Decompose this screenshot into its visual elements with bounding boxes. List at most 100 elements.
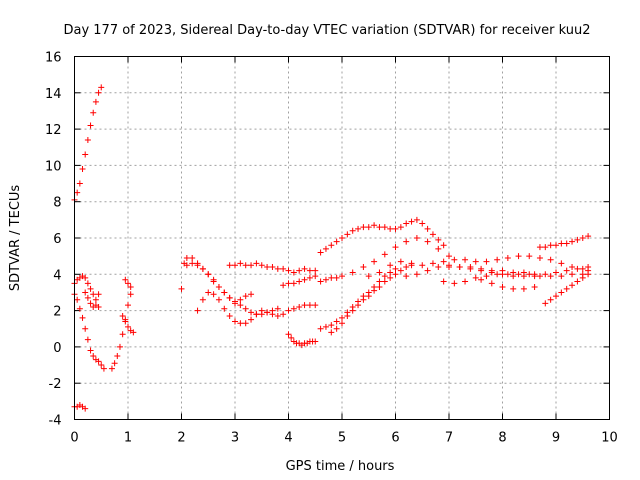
grid-lines xyxy=(74,56,610,420)
y-axis-label: SDTVAR / TECUs xyxy=(8,185,23,292)
y-tick-label: 0 xyxy=(53,341,61,356)
x-tick-label: 0 xyxy=(70,431,78,446)
series-arc-five-b xyxy=(317,235,452,285)
data-point xyxy=(371,287,378,294)
x-tick-label: 6 xyxy=(391,431,399,446)
data-point xyxy=(397,267,404,274)
data-point xyxy=(312,338,319,345)
data-point xyxy=(82,151,89,158)
data-point xyxy=(221,305,228,312)
data-point xyxy=(264,309,271,316)
data-point xyxy=(95,89,102,96)
y-tick-label: -2 xyxy=(49,377,62,392)
data-point xyxy=(467,265,474,272)
y-tick-label: 2 xyxy=(53,305,61,320)
data-point xyxy=(333,274,340,281)
data-point xyxy=(579,265,586,272)
data-point xyxy=(215,284,222,291)
data-point xyxy=(526,271,533,278)
data-point xyxy=(558,240,565,247)
data-point xyxy=(569,264,576,271)
data-point xyxy=(301,302,308,309)
data-point xyxy=(328,274,335,281)
data-point xyxy=(531,273,538,280)
data-point xyxy=(339,320,345,327)
data-point xyxy=(248,291,255,298)
series-arc-four-a xyxy=(280,273,319,289)
data-point xyxy=(349,307,356,314)
data-point xyxy=(510,285,517,292)
data-point xyxy=(558,260,565,267)
data-point xyxy=(365,224,372,231)
data-point xyxy=(446,253,452,260)
data-point xyxy=(290,280,297,287)
data-point xyxy=(569,271,576,278)
data-point xyxy=(504,271,511,278)
data-points xyxy=(71,84,592,412)
data-point xyxy=(547,296,554,303)
data-point xyxy=(542,300,549,307)
series-arc-loop-b xyxy=(82,289,102,310)
data-point xyxy=(237,260,244,267)
data-point xyxy=(328,329,335,336)
data-point xyxy=(376,284,383,291)
x-axis-label: GPS time / hours xyxy=(286,459,395,474)
data-point xyxy=(333,325,340,332)
data-point xyxy=(258,307,265,314)
data-point xyxy=(205,289,212,296)
data-point xyxy=(547,242,554,249)
data-point xyxy=(84,294,91,301)
y-tick-label: 8 xyxy=(53,196,61,211)
data-point xyxy=(547,256,554,263)
data-point xyxy=(435,264,442,271)
plot-frame xyxy=(74,56,610,420)
data-point xyxy=(317,278,324,285)
data-point xyxy=(79,166,86,173)
data-point xyxy=(248,262,255,269)
data-point xyxy=(424,267,431,274)
data-point xyxy=(419,220,426,227)
series-arc-eight-a xyxy=(446,262,538,280)
data-point xyxy=(451,256,458,263)
data-point xyxy=(215,296,222,303)
series-arc-five-d xyxy=(328,262,415,336)
data-point xyxy=(301,276,308,283)
x-tick-label: 1 xyxy=(124,431,132,446)
data-point xyxy=(483,258,490,265)
series-arc-seven xyxy=(440,271,586,287)
data-point xyxy=(392,271,399,278)
data-point xyxy=(547,273,554,280)
series-arc-nine-a xyxy=(536,233,592,251)
series-arc-five-a xyxy=(317,216,447,256)
data-point xyxy=(579,274,586,281)
data-point xyxy=(285,280,292,287)
data-point xyxy=(376,269,383,276)
y-tick-label: 6 xyxy=(53,232,61,247)
data-point xyxy=(536,254,543,261)
data-point xyxy=(205,271,212,278)
data-point xyxy=(82,274,89,281)
data-point xyxy=(339,235,345,241)
data-point xyxy=(574,265,581,272)
data-point xyxy=(510,273,517,280)
data-point xyxy=(435,236,442,243)
data-point xyxy=(87,300,94,307)
data-point xyxy=(274,265,281,272)
data-point xyxy=(462,256,469,263)
data-point xyxy=(232,318,238,325)
data-point xyxy=(122,318,129,325)
data-point xyxy=(387,262,394,269)
data-point xyxy=(98,362,105,369)
data-point xyxy=(95,291,102,298)
data-point xyxy=(178,285,185,292)
data-point xyxy=(90,109,97,116)
data-point xyxy=(242,305,249,312)
x-tick-label: 4 xyxy=(284,431,292,446)
data-point xyxy=(536,273,543,280)
data-point xyxy=(451,280,458,287)
data-point xyxy=(472,258,479,265)
data-point xyxy=(125,280,131,287)
series-arc-six-a xyxy=(365,253,592,280)
data-point xyxy=(478,276,485,283)
data-point xyxy=(183,262,190,269)
